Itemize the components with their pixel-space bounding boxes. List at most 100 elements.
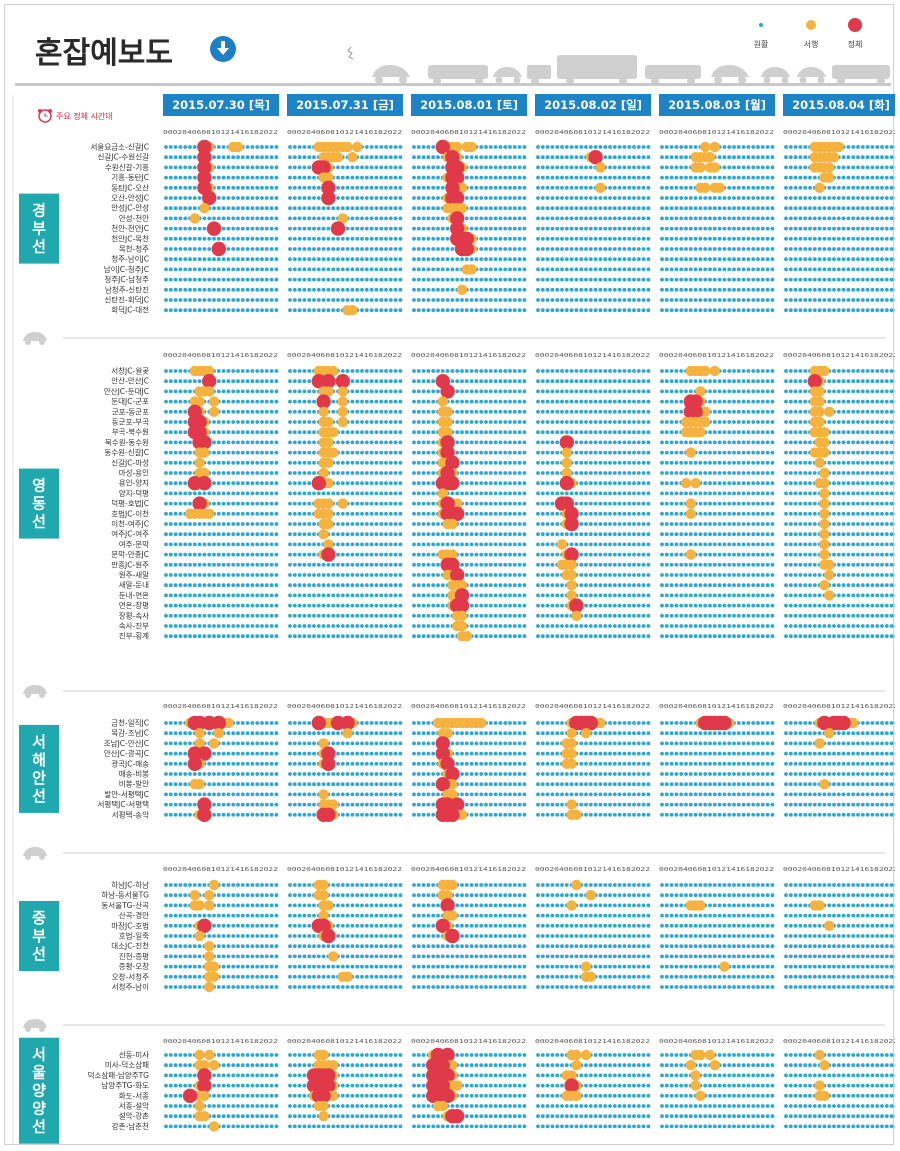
free-flow-dot [851, 440, 856, 445]
free-flow-dot [164, 511, 168, 516]
free-flow-dot [579, 216, 584, 221]
hour-labels-1-5: 000204060810121416182022 [783, 353, 895, 359]
free-flow-dot [236, 206, 240, 211]
free-flow-dot [416, 409, 421, 414]
free-flow-dot [641, 257, 646, 262]
free-flow-dot [364, 145, 369, 149]
free-flow-dot [183, 267, 188, 272]
free-flow-dot [712, 298, 717, 302]
free-flow-dot [812, 298, 817, 302]
free-flow-dot [379, 155, 384, 160]
free-flow-dot [493, 308, 498, 313]
free-flow-dot [245, 430, 250, 435]
free-flow-dot [688, 308, 693, 313]
free-flow-dot [793, 257, 798, 262]
free-flow-dot [674, 389, 679, 394]
free-flow-dot [517, 277, 522, 282]
free-flow-dot [421, 481, 426, 486]
free-flow-dot [236, 532, 240, 537]
free-flow-dot [836, 277, 841, 282]
free-flow-dot [875, 399, 880, 404]
free-flow-dot [722, 450, 727, 455]
free-flow-dot [765, 389, 770, 394]
free-flow-dot [168, 277, 173, 282]
free-flow-dot [579, 165, 584, 170]
free-flow-dot [698, 501, 703, 506]
free-flow-dot [617, 430, 622, 435]
free-flow-dot [736, 532, 741, 537]
free-flow-dot [431, 420, 436, 424]
free-flow-dot [364, 287, 369, 292]
free-flow-dot [703, 532, 708, 537]
free-flow-dot [765, 511, 770, 516]
free-flow-dot [221, 501, 226, 506]
free-flow-dot [860, 267, 865, 272]
free-flow-dot [388, 298, 393, 302]
free-flow-dot [350, 226, 355, 231]
free-flow-dot [612, 277, 617, 282]
free-flow-dot [274, 287, 279, 292]
free-flow-dot [336, 308, 340, 313]
free-flow-dot [784, 399, 788, 404]
date-tab-label-5: 2015.08.04 [화] [792, 98, 890, 112]
free-flow-dot [664, 298, 669, 302]
free-flow-dot [793, 532, 798, 537]
free-flow-dot [221, 481, 226, 486]
free-flow-dot [860, 440, 865, 445]
free-flow-dot [493, 420, 498, 424]
free-flow-dot [260, 440, 264, 445]
header-rule [15, 83, 891, 86]
slow-traffic-dot [323, 498, 334, 509]
free-flow-dot [880, 155, 884, 160]
free-flow-dot [727, 481, 732, 486]
free-flow-dot [684, 196, 688, 200]
free-flow-dot [498, 236, 503, 241]
free-flow-dot [183, 145, 188, 149]
free-flow-dot [297, 287, 302, 292]
free-flow-dot [788, 409, 793, 414]
free-flow-dot [880, 491, 884, 496]
free-flow-dot [421, 389, 426, 394]
free-flow-dot [684, 287, 688, 292]
free-flow-dot [808, 196, 812, 200]
free-flow-dot [870, 287, 875, 292]
free-flow-dot [350, 409, 355, 414]
free-flow-dot [856, 257, 860, 262]
slow-traffic-dot [709, 162, 720, 173]
free-flow-dot [369, 257, 374, 262]
free-flow-dot [302, 308, 307, 313]
free-flow-dot [245, 165, 250, 170]
free-flow-dot [674, 409, 679, 414]
free-flow-dot [274, 409, 279, 414]
free-flow-dot [808, 481, 812, 486]
free-flow-dot [164, 155, 168, 160]
free-flow-dot [808, 440, 812, 445]
free-flow-dot [770, 522, 775, 526]
free-flow-dot [164, 175, 168, 180]
free-flow-dot [627, 450, 632, 455]
free-flow-dot [164, 196, 168, 200]
free-flow-dot [636, 175, 641, 180]
free-flow-dot [741, 501, 746, 506]
free-flow-dot [274, 155, 279, 160]
free-flow-dot [765, 216, 770, 221]
free-flow-dot [727, 399, 732, 404]
free-flow-dot [274, 308, 279, 313]
free-flow-dot [436, 185, 440, 190]
free-flow-dot [355, 185, 360, 190]
free-flow-dot [860, 409, 865, 414]
free-flow-dot [369, 522, 374, 526]
free-flow-dot [426, 471, 431, 475]
free-flow-dot [822, 196, 827, 200]
free-flow-dot [746, 532, 751, 537]
free-flow-dot [183, 308, 188, 313]
free-flow-dot [164, 430, 168, 435]
free-flow-dot [765, 460, 770, 465]
free-flow-dot [250, 450, 255, 455]
slow-traffic-dot [819, 467, 830, 479]
free-flow-dot [517, 460, 522, 465]
free-flow-dot [636, 420, 641, 424]
free-flow-dot [484, 399, 488, 404]
free-flow-dot [240, 409, 245, 414]
free-flow-dot [183, 369, 188, 373]
